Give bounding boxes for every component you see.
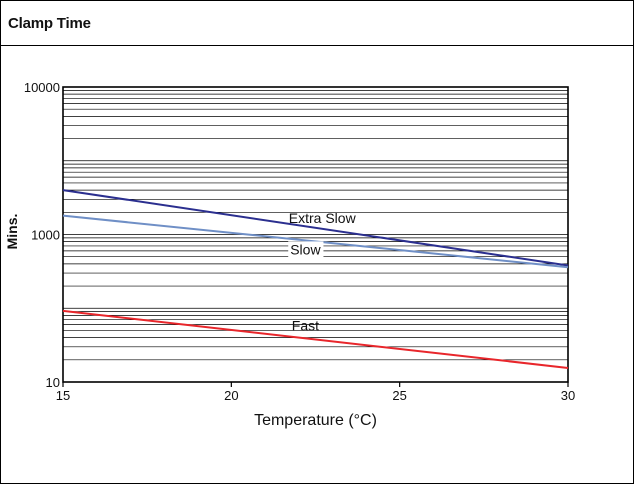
series-line-extra-slow (62, 189, 569, 267)
plot-frame (62, 86, 569, 383)
x-tick-label: 25 (392, 388, 406, 403)
series-label-slow: Slow (290, 241, 321, 257)
x-tick-label: 30 (561, 388, 575, 403)
series-label-extra-slow: Extra Slow (289, 210, 357, 226)
title-bar: Clamp Time (1, 1, 633, 46)
series-label-fast: Fast (292, 317, 319, 333)
x-tick-label: 20 (224, 388, 238, 403)
series-label-background (288, 241, 324, 258)
y-tick-label: 1000 (31, 228, 60, 243)
x-tick-label: 15 (56, 388, 70, 403)
y-tick-label: 10000 (24, 80, 60, 95)
x-axis-label: Temperature (°C) (254, 412, 377, 429)
series-line-fast (62, 309, 569, 369)
y-axis-label: Mins. (4, 214, 20, 250)
y-tick-label: 10 (46, 375, 60, 390)
chart-title: Clamp Time (8, 15, 91, 32)
